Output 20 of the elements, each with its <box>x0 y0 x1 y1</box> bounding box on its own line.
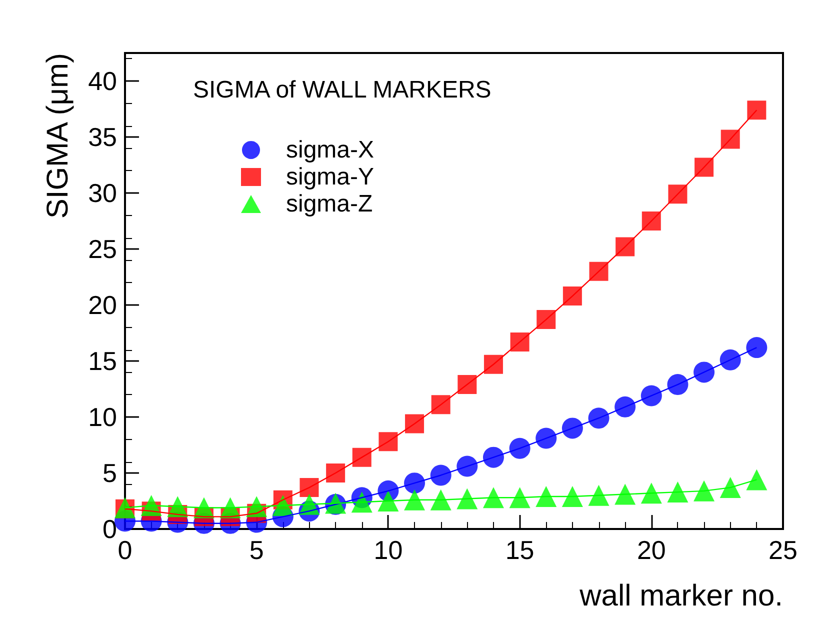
y-tick-label: 25 <box>88 234 117 264</box>
y-axis-title: SIGMA (μm) <box>42 53 74 219</box>
x-tick-label: 15 <box>505 535 534 565</box>
legend-label: sigma-Z <box>286 190 373 218</box>
x-tick-label: 20 <box>636 535 666 565</box>
y-tick-label: 0 <box>102 514 117 544</box>
y-tick-label: 5 <box>102 458 117 488</box>
legend-label: sigma-X <box>286 136 374 164</box>
y-tick-label: 20 <box>88 290 117 320</box>
y-tick-label: 15 <box>88 346 117 376</box>
y-tick-label: 35 <box>88 122 117 152</box>
x-tick-label: 5 <box>249 535 264 565</box>
x-tick-label: 25 <box>768 535 798 565</box>
text: SIGMA of WALL MARKERS <box>193 76 492 104</box>
legend-label: sigma-Y <box>286 164 374 190</box>
y-tick-label: 30 <box>88 178 117 208</box>
x-axis-title: wall marker no. <box>578 580 783 612</box>
y-tick-label: 10 <box>88 402 117 432</box>
x-tick-label: 10 <box>374 535 403 565</box>
y-tick-label: 40 <box>88 66 117 96</box>
